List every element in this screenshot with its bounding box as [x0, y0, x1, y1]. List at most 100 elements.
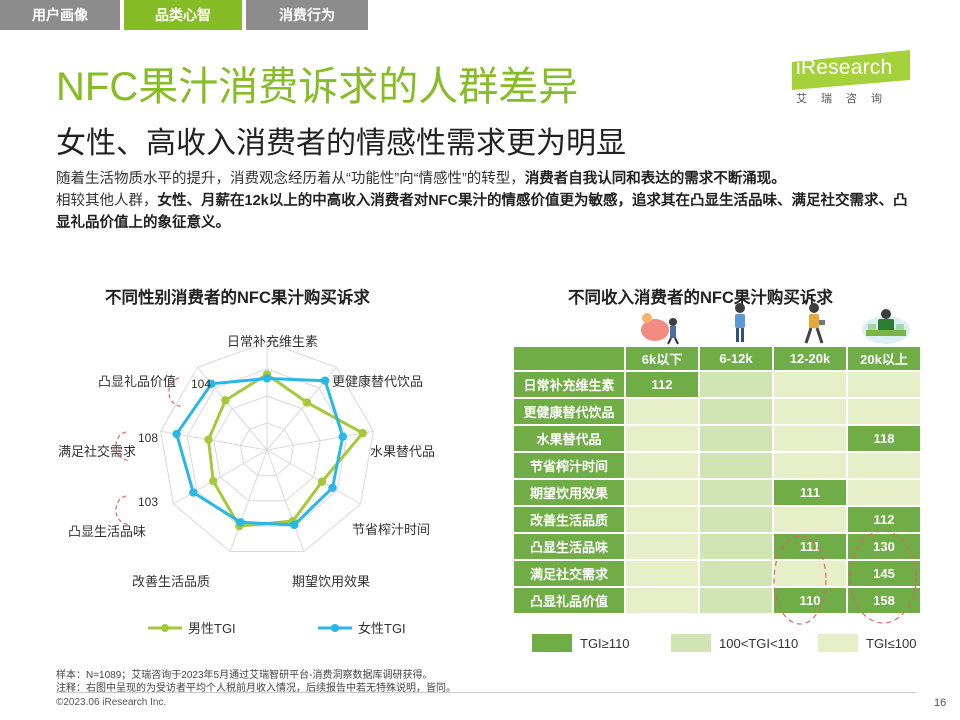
tgi-cell: [700, 480, 772, 505]
radar-spoke: [266, 449, 361, 505]
tgi-cell: 145: [848, 561, 920, 586]
tgi-cell: [626, 426, 698, 451]
tgi-cell: [700, 588, 772, 613]
row-label: 水果替代品: [514, 426, 624, 451]
tgi-cell: 112: [626, 372, 698, 397]
table-row: 改善生活品质 112: [514, 507, 920, 532]
radar-axis-label: 期望饮用效果: [292, 574, 370, 589]
tab-consumer-behavior[interactable]: 消费行为: [246, 0, 368, 30]
radar-annotation-label: 103: [138, 495, 158, 509]
logo-name: iResearch: [796, 56, 893, 79]
tgi-cell: [700, 399, 772, 424]
intro-line-2a: 相较其他人群，: [56, 193, 158, 209]
tgi-cell: [774, 372, 846, 397]
table-row: 更健康替代饮品: [514, 399, 920, 424]
tgi-cell: [848, 480, 920, 505]
row-label: 改善生活品质: [514, 507, 624, 532]
radar-point-female: [207, 379, 216, 389]
income-tgi-table: 6k以下 6-12k 12-20k 20k以上 日常补充维生素 112 更健康替代饮…: [512, 345, 922, 615]
tgi-cell: [848, 453, 920, 478]
radar-point-male: [302, 398, 312, 407]
intro-line-2c: 追求其在凸显生活品味、满足社交需求、凸显礼品价值上的象征意义。: [56, 193, 908, 231]
legend-high-label: TGI≥110: [580, 635, 630, 651]
radar-axis-label: 更健康替代饮品: [332, 374, 423, 389]
radar-spoke: [266, 449, 305, 552]
radar-axis-label: 节省榨汁时间: [352, 522, 430, 537]
radar-axis-label: 改善生活品质: [132, 574, 210, 589]
table-row: 日常补充维生素 112: [514, 372, 920, 397]
radar-spoke: [266, 430, 374, 451]
tgi-cell: [774, 561, 846, 586]
radar-point-female: [236, 518, 245, 527]
tgi-cell: [700, 561, 772, 586]
low-income-person-icon: [641, 313, 679, 345]
row-label: 期望饮用效果: [514, 480, 624, 505]
radar-annotation-label: 104: [191, 377, 211, 391]
row-label: 更健康替代饮品: [514, 399, 624, 424]
radar-point-male: [317, 477, 327, 486]
table-row: 满足社交需求 145: [514, 561, 920, 586]
page-subtitle: 女性、高收入消费者的情感性需求更为明显: [56, 127, 626, 160]
tgi-cell: [700, 453, 772, 478]
tgi-cell: [848, 399, 920, 424]
tgi-cell: 110: [774, 588, 846, 613]
tgi-cell: [626, 534, 698, 559]
radar-annotation-circle: [168, 377, 184, 407]
tgi-cell: [626, 480, 698, 505]
column-header-6-12k: 6-12k: [700, 347, 772, 370]
tgi-cell: [774, 507, 846, 532]
radar-legend-label: 女性TGI: [358, 621, 406, 636]
radar-point-male: [204, 435, 213, 444]
tgi-cell: 111: [774, 480, 846, 505]
radar-point-female: [262, 374, 272, 383]
tgi-cell: 118: [848, 426, 920, 451]
table-row: 期望饮用效果 111: [514, 480, 920, 505]
tgi-cell: [700, 507, 772, 532]
tgi-cell: [626, 588, 698, 613]
radar-axis-label: 水果替代品: [370, 444, 435, 459]
radar-point-female: [328, 483, 337, 492]
tgi-cell: 111: [774, 534, 846, 559]
highlight-circle-over-20k: [849, 530, 917, 624]
tgi-cell: [626, 453, 698, 478]
legend-low-label: TGI≤100: [866, 635, 917, 651]
tgi-cell: [700, 426, 772, 451]
radar-annotation-label: 108: [138, 431, 158, 445]
copyright: ©2023.06 iResearch Inc.: [56, 697, 167, 708]
table-corner: [514, 347, 624, 370]
radar-point-male: [358, 428, 367, 438]
table-chart-title: 不同收入消费者的NFC果汁购买诉求: [568, 289, 833, 307]
mid-income-person-icon: [735, 303, 745, 342]
iresearch-logo: iResearch 艾瑞咨询: [790, 48, 915, 108]
radar-annotation-circle: [115, 431, 131, 461]
radar-legend-marker: [331, 624, 339, 632]
legend-mid: 100<TGI<110: [671, 634, 798, 652]
radar-grid-ring: [186, 368, 348, 527]
tab-category-mind[interactable]: 品类心智: [124, 0, 242, 30]
radar-point-male: [221, 396, 230, 405]
footer-sample: 样本：N=1089；艾瑞咨询于2023年5月通过艾瑞智研平台-消费洞察数据库调研…: [56, 670, 433, 681]
table-row: 凸显礼品价值 110 158: [514, 588, 920, 613]
tgi-cell: [626, 507, 698, 532]
tab-user-profile[interactable]: 用户画像: [0, 0, 120, 30]
legend-high: TGI≥110: [532, 634, 630, 652]
radar-annotation-circle: [115, 495, 131, 525]
radar-point-female: [189, 488, 198, 497]
table-row: 水果替代品 118: [514, 426, 920, 451]
column-header-under-6k: 6k以下: [626, 347, 698, 370]
intro-line-1a: 随着生活物质水平的提升，消费观念经历着从“功能性”向“情感性”的转型，: [56, 171, 525, 187]
tgi-cell: 112: [848, 507, 920, 532]
upper-income-person-icon: [804, 303, 825, 344]
row-label: 节省榨汁时间: [514, 453, 624, 478]
logo-subtitle: 艾瑞咨询: [796, 93, 896, 105]
legend-high-swatch: [532, 634, 572, 652]
table-body: 日常补充维生素 112 更健康替代饮品 水果替代品 118 节省榨汁时间 期望饮用效果 111…: [514, 372, 920, 613]
tab-bar: 用户画像 品类心智 消费行为: [0, 0, 368, 30]
table-row: 节省榨汁时间: [514, 453, 920, 478]
table-row: 凸显生活品味 111 130: [514, 534, 920, 559]
radar-spoke: [229, 449, 268, 552]
radar-grid-ring: [213, 395, 321, 502]
legend-mid-label: 100<TGI<110: [719, 635, 799, 651]
radar-point-female: [338, 432, 347, 441]
